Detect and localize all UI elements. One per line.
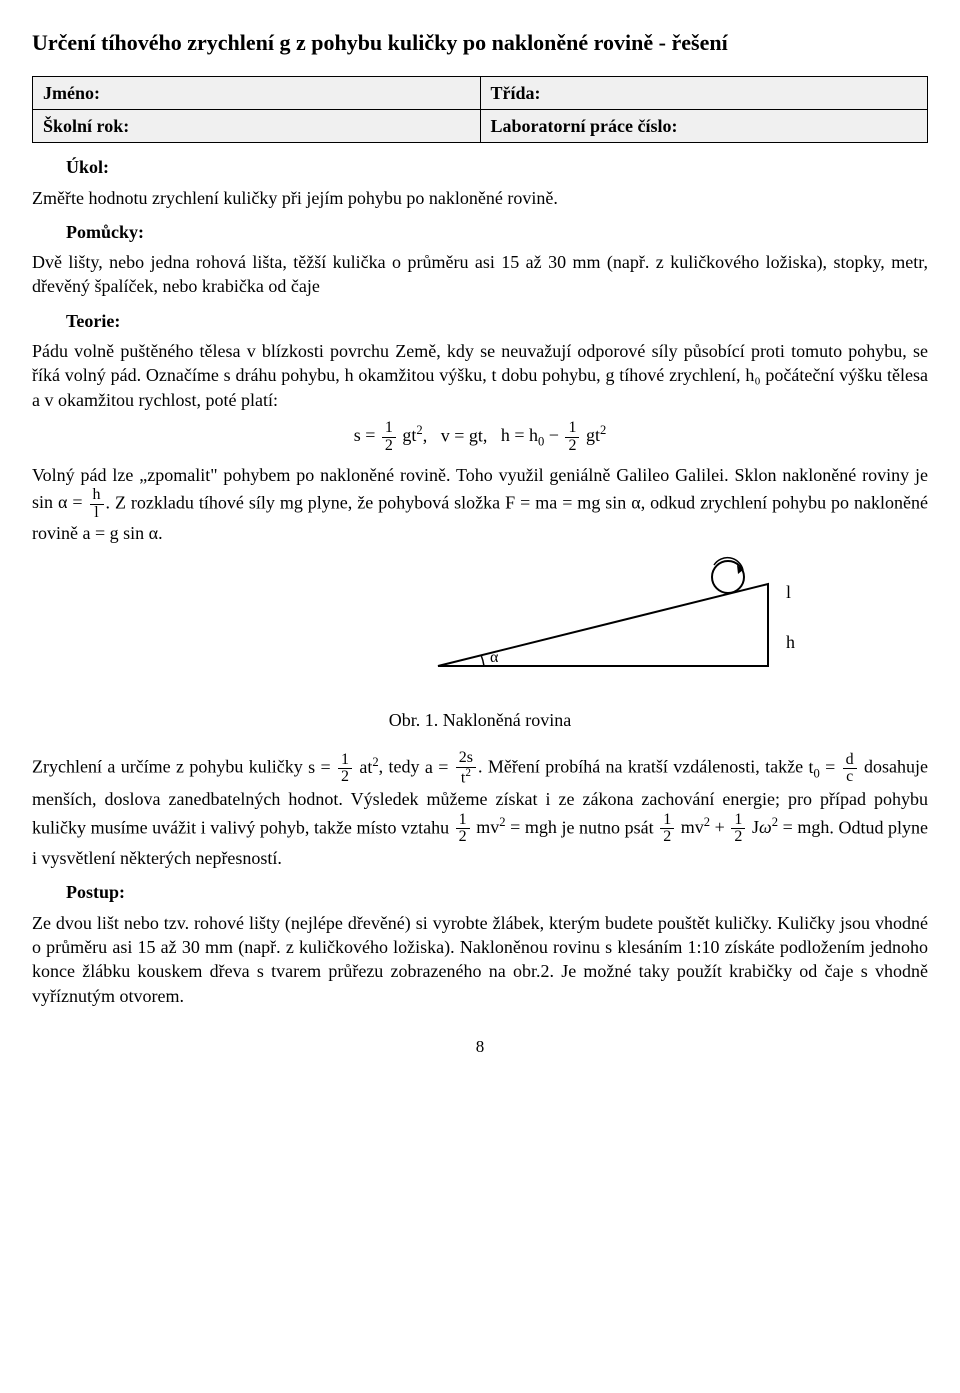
formula-e1: 12 mv2 = mgh xyxy=(454,817,557,837)
formula-s2: s = 12 at2 xyxy=(308,757,379,777)
formula-a: a = g sin α xyxy=(82,523,158,543)
year-label: Školní rok: xyxy=(33,109,481,142)
page-title: Určení tíhového zrychlení g z pohybu kul… xyxy=(32,28,928,58)
teorie-p1: Pádu volně puštěného tělesa v blízkosti … xyxy=(32,339,928,412)
class-label: Třída: xyxy=(480,76,928,109)
page-number: 8 xyxy=(32,1036,928,1059)
formula-t0: t0 = dc xyxy=(808,757,858,777)
teorie-p2b: . Z rozkladu tíhové síly mg plyne, že po… xyxy=(106,492,506,512)
labnum-label: Laboratorní práce číslo: xyxy=(480,109,928,142)
teorie-p3c: . Měření probíhá na kratší vzdálenosti, … xyxy=(478,757,808,777)
inclined-plane-diagram: α l h xyxy=(32,556,928,702)
triangle xyxy=(438,584,768,666)
name-label: Jméno: xyxy=(33,76,481,109)
ukol-body: Změřte hodnotu zrychlení kuličky při jej… xyxy=(32,186,928,210)
section-postup: Postup: xyxy=(66,880,928,904)
figure-caption: Obr. 1. Nakloněná rovina xyxy=(32,708,928,732)
angle-arc xyxy=(481,655,484,666)
teorie-p3e: je nutno psát xyxy=(561,817,658,837)
formula-v: v = gt xyxy=(441,425,483,445)
teorie-p3a: Zrychlení a určíme z pohybu kuličky xyxy=(32,757,308,777)
teorie-p2a: Volný pád lze „zpomalit" pohybem po nakl… xyxy=(32,465,928,485)
teorie-p3b: , tedy xyxy=(379,757,425,777)
formula-h: h = h0 − 12 gt2 xyxy=(501,425,606,445)
formula-sin: sin α = hl xyxy=(32,492,106,512)
formula-a2: a = 2st2 xyxy=(425,757,478,777)
section-pomucky: Pomůcky: xyxy=(66,220,928,244)
formula-e2: 12 mv2 + 12 Jω2 = mgh xyxy=(658,817,829,837)
teorie-p2: Volný pád lze „zpomalit" pohybem po nakl… xyxy=(32,463,928,546)
ball xyxy=(712,561,744,593)
formula-s: s = 12 gt2 xyxy=(354,425,423,445)
postup-body: Ze dvou lišt nebo tzv. rohové lišty (nej… xyxy=(32,911,928,1008)
section-ukol: Úkol: xyxy=(66,155,928,179)
formula-force: F = ma = mg sin α xyxy=(505,492,641,512)
teorie-p3: Zrychlení a určíme z pohybu kuličky s = … xyxy=(32,750,928,870)
alpha-label: α xyxy=(490,649,499,666)
teorie-p2d: . xyxy=(158,523,163,543)
pomucky-body: Dvě lišty, nebo jedna rohová lišta, těžš… xyxy=(32,250,928,299)
h-label: h xyxy=(786,632,795,652)
diagram-svg: α l h xyxy=(428,556,848,696)
formula-line-1: s = 12 gt2, v = gt, h = h0 − 12 gt2 xyxy=(32,420,928,455)
section-teorie: Teorie: xyxy=(66,309,928,333)
l-label: l xyxy=(786,582,791,602)
info-table: Jméno: Třída: Školní rok: Laboratorní pr… xyxy=(32,76,928,144)
